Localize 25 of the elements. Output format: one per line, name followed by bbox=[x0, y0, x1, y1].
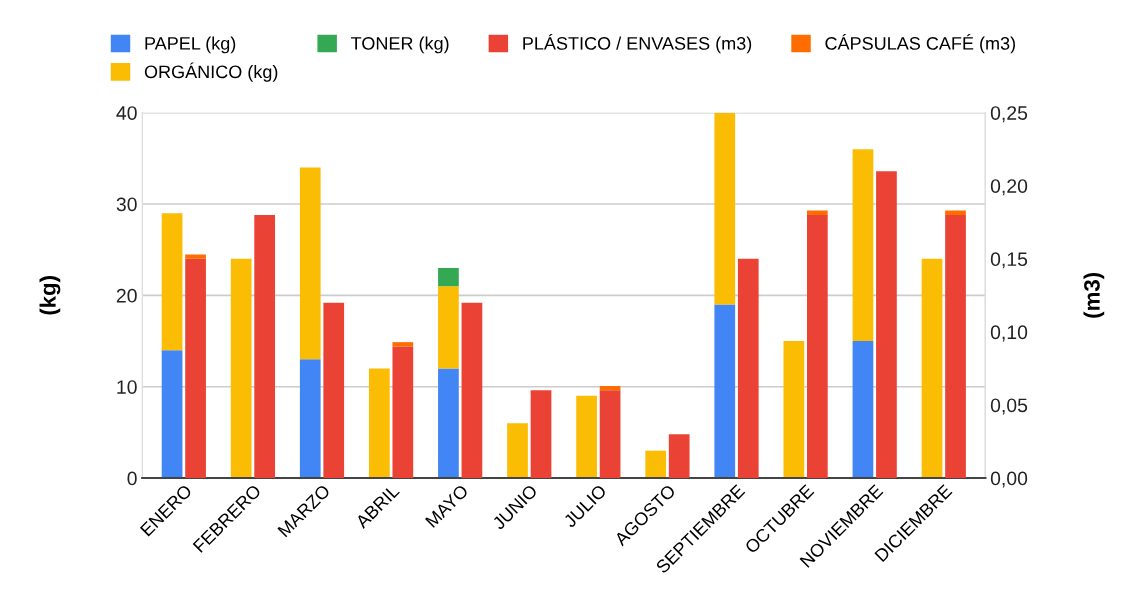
y-tick-label: 20 bbox=[116, 288, 137, 303]
y-axis-title: (kg) bbox=[39, 276, 61, 315]
y-tick-label: 30 bbox=[116, 197, 137, 212]
legend-label: PAPEL (kg) bbox=[145, 36, 236, 54]
y2-tick-label: 0,00 bbox=[990, 471, 1028, 488]
legend-label: ORGÁNICO (kg) bbox=[144, 62, 278, 82]
legend-label: TONER (kg) bbox=[351, 36, 449, 54]
bar bbox=[945, 210, 966, 215]
y2-axis-title: (m3) bbox=[1083, 273, 1105, 318]
y2-tick-label: 0,15 bbox=[990, 252, 1028, 269]
bar bbox=[299, 167, 321, 360]
y-tick-label: 10 bbox=[117, 380, 137, 394]
bar bbox=[714, 112, 736, 305]
y-tick-label: 40 bbox=[116, 106, 137, 120]
bar bbox=[438, 267, 459, 287]
y2-tick-label: 0,05 bbox=[990, 398, 1028, 415]
bar bbox=[392, 342, 414, 347]
y2-tick-label: 0,10 bbox=[990, 325, 1028, 342]
y2-tick-label: 0,25 bbox=[990, 106, 1028, 123]
y-tick-label: 0 bbox=[127, 471, 137, 486]
y2-tick-label: 0,20 bbox=[990, 179, 1028, 196]
legend-label: PLÁSTICO / ENVASES (m3) bbox=[523, 33, 752, 54]
bar bbox=[185, 254, 206, 259]
legend-label: CÁPSULAS CAFÉ (m3) bbox=[825, 33, 1015, 54]
bar bbox=[806, 210, 828, 215]
